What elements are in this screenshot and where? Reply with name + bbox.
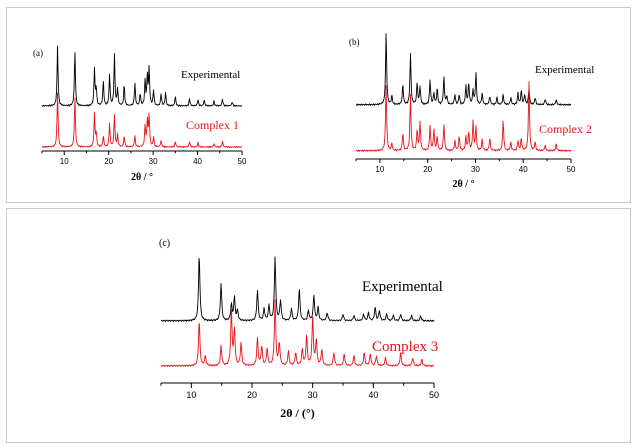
pattern-line-complex-3 [160,299,435,368]
x-axis-label: 2θ / ° [131,172,153,183]
x-axis-label: 2θ / (°) [280,406,314,420]
x-tick-label: 20 [423,165,432,174]
x-tick-label: 30 [471,165,480,174]
x-tick-label: 30 [308,390,318,400]
pattern-line-experimental [160,256,435,323]
x-tick-label: 10 [60,157,69,166]
bottom-panel-frame [6,208,631,443]
pattern-line-complex-1 [41,92,243,149]
series-label: Experimental [362,279,443,295]
x-tick-label: 10 [375,165,384,174]
x-tick-label: 40 [519,165,528,174]
x-tick-label: 10 [186,390,196,400]
x-tick-label: 40 [368,390,378,400]
x-tick-label: 50 [429,390,439,400]
x-tick-label: 20 [247,390,257,400]
panel-label: (c) [159,238,170,249]
x-tick-label: 50 [238,157,247,166]
x-axis-label: 2θ / ° [453,179,475,190]
x-tick-label: 20 [104,157,113,166]
pattern-line-experimental [41,45,243,107]
x-tick-label: 50 [567,165,576,174]
pattern-line-experimental [355,33,572,106]
series-label: Complex 2 [539,122,592,136]
panel-label: (b) [349,37,360,47]
series-label: Experimental [181,69,240,81]
series-label: Complex 3 [372,339,438,355]
series-label: Experimental [535,64,594,76]
panel-label: (a) [33,48,43,58]
series-label: Complex 1 [186,118,239,132]
top-panels-frame [6,7,631,203]
x-tick-label: 40 [193,157,202,166]
pattern-line-complex-2 [355,81,572,152]
x-tick-label: 30 [149,157,158,166]
